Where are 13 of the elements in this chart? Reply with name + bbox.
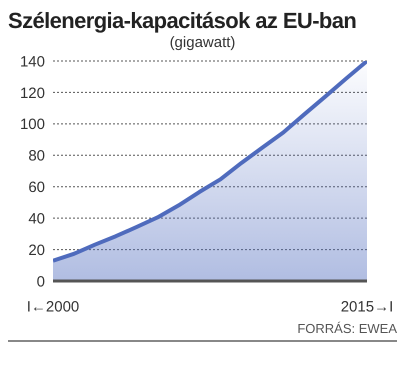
text: FORRÁS: EWEA — [297, 321, 397, 336]
y-tick-label: 0 — [36, 273, 45, 290]
y-tick-label: 80 — [28, 148, 45, 165]
chart-title: Szélenergia-kapacitások az EU-ban — [8, 8, 358, 34]
y-tick-label: 60 — [28, 179, 45, 196]
x-tick-label: 2015→I — [340, 298, 394, 316]
y-tick-label: 20 — [28, 242, 45, 259]
y-tick-label: 100 — [20, 116, 45, 134]
y-tick-label: 140 — [20, 53, 45, 70]
y-tick-label: 120 — [20, 84, 45, 102]
x-tick-label: I←2000 — [26, 298, 80, 316]
y-tick-label: 40 — [28, 210, 45, 228]
chart-subtitle: (gigawatt) — [168, 34, 236, 51]
